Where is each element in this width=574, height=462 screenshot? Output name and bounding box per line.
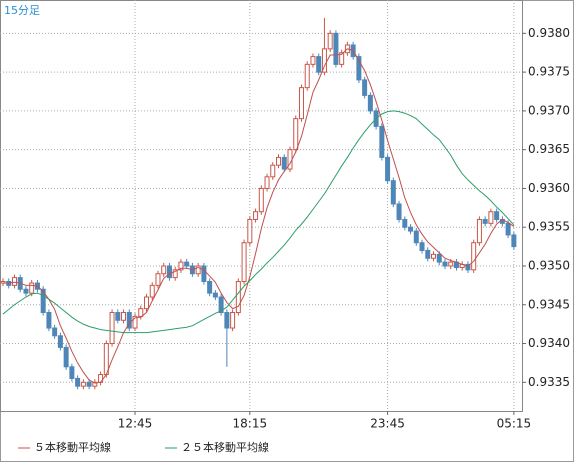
x-tick-label: 18:15 <box>233 417 268 431</box>
candle-body <box>505 222 511 236</box>
candle-body <box>57 335 63 348</box>
candle-body <box>258 187 264 213</box>
candle-body <box>511 234 517 248</box>
candle-body <box>52 327 58 337</box>
candle-body <box>385 156 391 182</box>
candle-body <box>69 366 75 379</box>
x-tick-label: 12:45 <box>118 417 153 431</box>
candle-body <box>402 218 408 228</box>
candle-body <box>471 242 477 271</box>
y-tick-label: 0.9345 <box>528 297 570 311</box>
candle-body <box>270 164 276 178</box>
y-tick-label: 0.9370 <box>528 103 570 117</box>
candle-body <box>166 265 172 279</box>
candle-body <box>218 296 224 314</box>
candle-body <box>115 312 121 321</box>
candle-body <box>29 282 35 294</box>
candle-body <box>172 269 178 279</box>
candle-body <box>321 48 327 73</box>
candle-body <box>86 381 92 387</box>
candle-body <box>40 288 46 314</box>
candle-body <box>425 249 431 259</box>
candle-body <box>310 56 316 65</box>
candle-body <box>207 280 213 294</box>
candle-body <box>253 211 259 220</box>
y-tick-label: 0.9365 <box>528 142 570 156</box>
y-tick-label: 0.9335 <box>528 375 570 389</box>
legend-label: ５本移動平均線 <box>34 440 111 454</box>
candle-body <box>408 226 414 232</box>
candle-body <box>247 218 253 244</box>
candle-body <box>23 288 29 294</box>
candle-body <box>276 156 282 166</box>
candle-body <box>155 273 161 286</box>
candle-body <box>419 242 425 251</box>
candle-body <box>149 284 155 298</box>
y-tick-label: 0.9355 <box>528 220 570 234</box>
candle-body <box>482 218 488 224</box>
y-tick-label: 0.9380 <box>528 26 570 40</box>
candle-body <box>75 377 81 387</box>
candle-body <box>465 263 471 271</box>
candle-body <box>488 211 494 224</box>
candle-body <box>316 56 322 73</box>
candle-body <box>431 253 436 259</box>
candle-body <box>494 211 500 220</box>
y-tick-label: 0.9360 <box>528 181 570 195</box>
candle-body <box>109 312 115 345</box>
candle-body <box>293 118 299 151</box>
candle-body <box>235 280 241 314</box>
candle-body <box>161 265 167 275</box>
candle-body <box>333 32 339 65</box>
x-tick-label: 05:15 <box>497 417 532 431</box>
candle-body <box>362 79 368 96</box>
candle-body <box>264 176 270 189</box>
candle-body <box>442 261 448 267</box>
moving-average-line <box>2 110 515 334</box>
y-tick-label: 0.9350 <box>528 258 570 272</box>
plot-area <box>0 0 523 412</box>
candle-body <box>63 346 69 368</box>
candle-body <box>476 218 482 244</box>
candle-body <box>121 312 127 321</box>
candle-body <box>201 265 207 282</box>
candle-body <box>367 94 373 112</box>
candle-body <box>298 87 304 120</box>
candle-body <box>339 52 345 65</box>
candle-body <box>11 277 17 286</box>
timeframe-label: 15分足 <box>4 4 40 17</box>
candle-body <box>132 315 138 329</box>
candle-body <box>144 296 149 310</box>
candle-body <box>304 63 310 89</box>
candle-body <box>356 56 362 81</box>
candle-body <box>281 156 287 170</box>
candle-body <box>436 253 442 263</box>
candle-body <box>396 203 402 220</box>
y-tick-label: 0.9375 <box>528 65 570 79</box>
candle-body <box>230 312 236 329</box>
candle-body <box>327 32 333 50</box>
y-tick-label: 0.9340 <box>528 336 570 350</box>
candle-body <box>184 261 190 267</box>
candle-body <box>390 180 396 205</box>
candle-body <box>46 312 52 329</box>
candle-body <box>195 265 201 275</box>
candle-body <box>178 261 184 271</box>
candle-body <box>212 292 218 298</box>
candle-body <box>413 230 419 244</box>
candle-body <box>241 242 247 282</box>
candle-body <box>379 125 385 158</box>
candle-body <box>126 312 132 329</box>
candle-body <box>80 381 86 387</box>
moving-average-line <box>3 48 515 384</box>
candle-body <box>138 308 144 317</box>
candle-body <box>448 261 454 267</box>
x-tick-label: 23:45 <box>370 417 405 431</box>
legend-label: ２５本移動平均線 <box>181 440 269 454</box>
candle-body <box>224 312 230 329</box>
candle-body <box>92 381 98 387</box>
